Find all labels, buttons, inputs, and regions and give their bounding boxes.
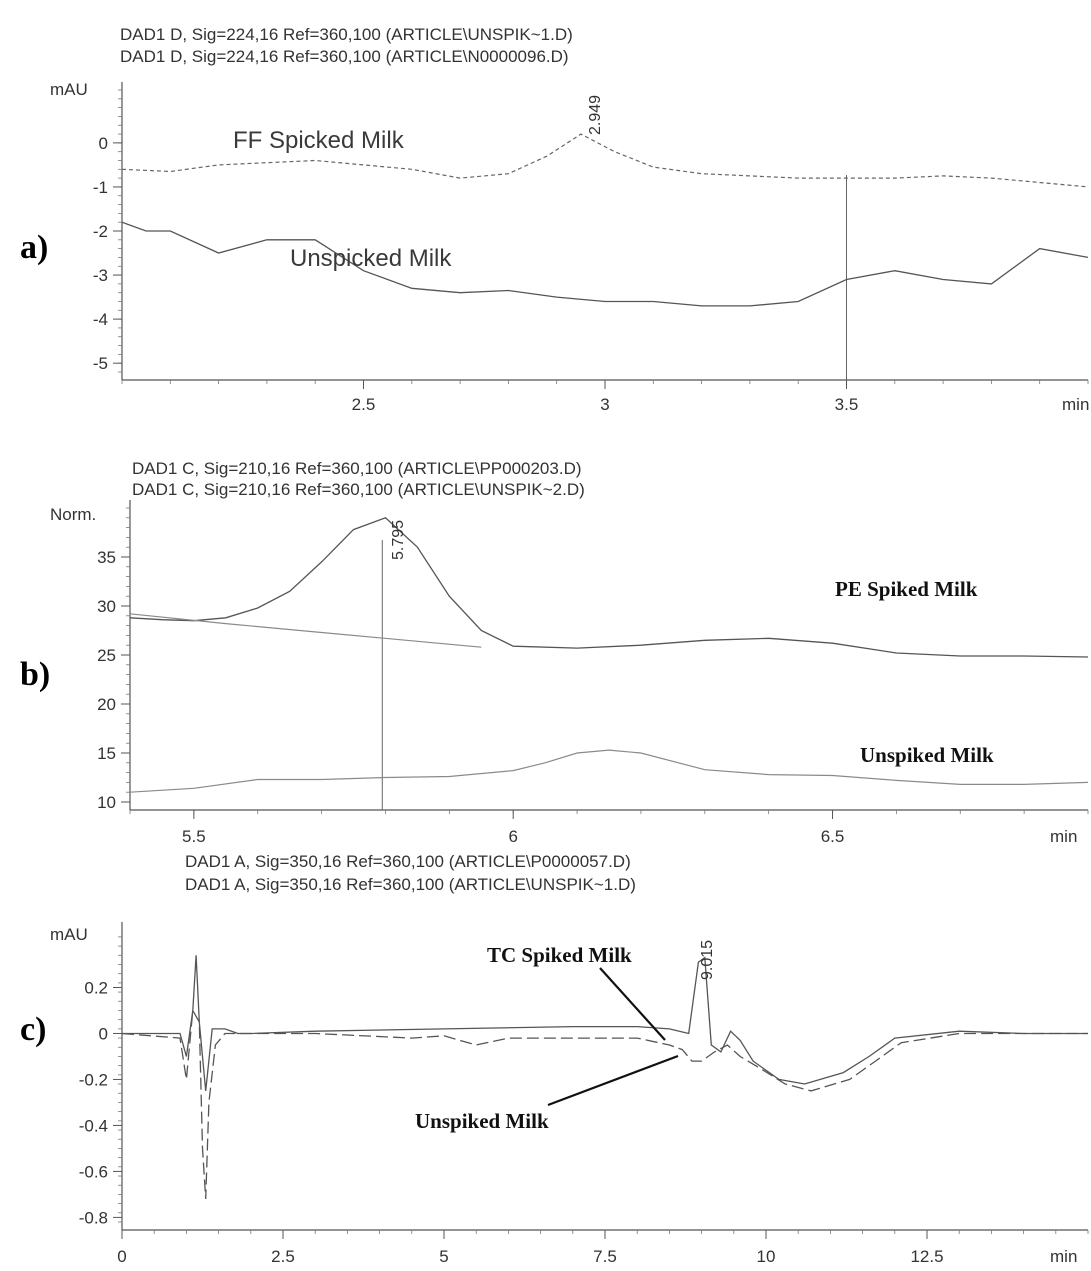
y-tick-label: -5 (93, 354, 108, 373)
y-tick-label: -4 (93, 310, 108, 329)
x-axis-unit-label: min (1062, 395, 1089, 414)
trace-annotation: TC Spiked Milk (487, 943, 632, 967)
trace-annotation: Unspicked Milk (290, 245, 452, 272)
x-tick-label: 12.5 (910, 1247, 943, 1266)
x-tick-label: 3.5 (835, 395, 859, 414)
panel-label: b) (20, 656, 50, 693)
signal-header-line: DAD1 C, Sig=210,16 Ref=360,100 (ARTICLE\… (132, 459, 582, 478)
signal-header-line: DAD1 A, Sig=350,16 Ref=360,100 (ARTICLE\… (185, 852, 631, 871)
panel-c: DAD1 A, Sig=350,16 Ref=360,100 (ARTICLE\… (20, 852, 1089, 1266)
trace-annotation: Unspiked Milk (415, 1109, 549, 1133)
panel-label: a) (20, 229, 48, 266)
trace-annotation: Unspiked Milk (860, 743, 994, 767)
y-axis-label: mAU (50, 80, 88, 99)
x-tick-label: 5.5 (182, 827, 206, 846)
y-tick-label: 20 (97, 695, 116, 714)
x-axis-unit-label: min (1050, 1247, 1077, 1266)
x-tick-label: 6 (508, 827, 517, 846)
x-tick-label: 3 (600, 395, 609, 414)
x-tick-label: 0 (117, 1247, 126, 1266)
y-tick-label: 25 (97, 646, 116, 665)
y-tick-label: 30 (97, 597, 116, 616)
y-tick-label: -2 (93, 222, 108, 241)
y-tick-label: -3 (93, 266, 108, 285)
series-line (121, 1008, 1088, 1200)
y-axis-label: mAU (50, 925, 88, 944)
signal-header-line: DAD1 D, Sig=224,16 Ref=360,100 (ARTICLE\… (120, 47, 569, 66)
y-tick-label: 0 (99, 1024, 108, 1043)
signal-header-line: DAD1 C, Sig=210,16 Ref=360,100 (ARTICLE\… (132, 480, 585, 499)
peak-rt-label: 5.795 (390, 520, 407, 560)
x-tick-label: 7.5 (593, 1247, 617, 1266)
y-tick-label: -0.8 (79, 1208, 108, 1227)
annotation-pointer (599, 967, 666, 1041)
y-tick-label: -0.4 (79, 1116, 108, 1135)
y-tick-label: -0.6 (79, 1162, 108, 1181)
peak-rt-label: 9.015 (699, 940, 716, 980)
series-line (129, 613, 482, 648)
x-axis-unit-label: min (1050, 827, 1077, 846)
y-tick-label: 15 (97, 744, 116, 763)
x-tick-label: 6.5 (821, 827, 845, 846)
trace-annotation: FF Spicked Milk (233, 127, 405, 154)
signal-header-line: DAD1 A, Sig=350,16 Ref=360,100 (ARTICLE\… (185, 875, 636, 894)
y-tick-label: 10 (97, 793, 116, 812)
panel-label: c) (20, 1011, 46, 1048)
series-line (122, 955, 1088, 1091)
x-tick-label: 2.5 (271, 1247, 295, 1266)
y-axis-label: Norm. (50, 505, 96, 524)
y-tick-label: -0.2 (79, 1070, 108, 1089)
x-tick-label: 10 (757, 1247, 776, 1266)
x-tick-label: 5 (439, 1247, 448, 1266)
y-tick-label: 0.2 (84, 978, 108, 997)
series-line (121, 221, 1089, 307)
series-line (129, 749, 1089, 793)
trace-annotation: PE Spiked Milk (835, 577, 978, 601)
x-tick-label: 2.5 (352, 395, 376, 414)
annotation-pointer (547, 1054, 679, 1107)
series-line (129, 517, 1089, 658)
peak-rt-label: 2.949 (587, 95, 604, 135)
signal-header-line: DAD1 D, Sig=224,16 Ref=360,100 (ARTICLE\… (120, 25, 573, 44)
y-tick-label: 0 (99, 134, 108, 153)
y-tick-label: -1 (93, 178, 108, 197)
y-tick-label: 35 (97, 548, 116, 567)
panel-a: DAD1 D, Sig=224,16 Ref=360,100 (ARTICLE\… (20, 25, 1089, 414)
panel-b: DAD1 C, Sig=210,16 Ref=360,100 (ARTICLE\… (20, 459, 1089, 846)
series-line (121, 133, 1089, 188)
